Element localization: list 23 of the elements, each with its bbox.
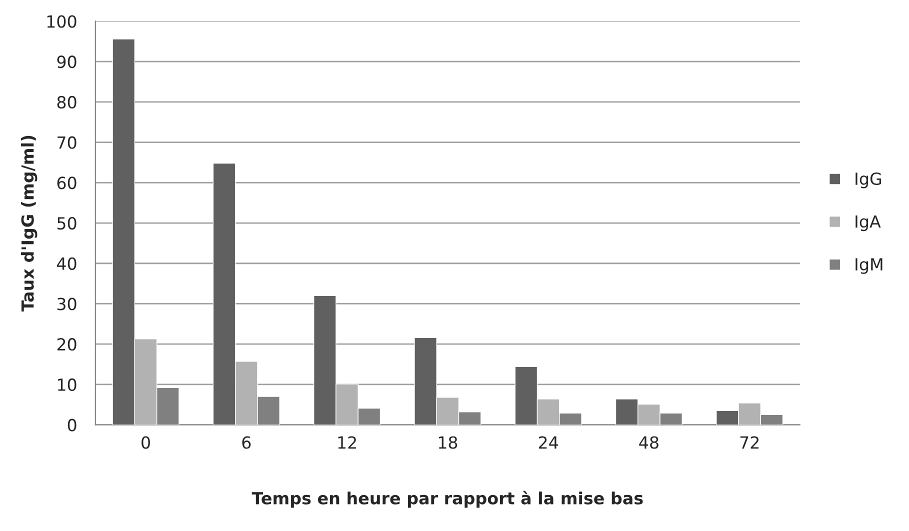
y-tick-label: 10 <box>58 378 76 392</box>
x-tick-label: 0 <box>142 436 150 449</box>
x-tick-label: 12 <box>338 436 356 449</box>
y-tick-label: 60 <box>57 176 76 190</box>
y-tick-label: 50 <box>57 216 76 230</box>
legend-label: IgA <box>856 215 881 232</box>
y-tick-label: 30 <box>57 298 76 310</box>
x-tick-label: 48 <box>639 436 658 449</box>
y-tick-label: 80 <box>57 96 76 109</box>
x-axis-title: Temps en heure par rapport à la mise bas <box>252 490 643 508</box>
x-tick-label: 24 <box>538 436 558 449</box>
y-tick-label: 100 <box>47 15 76 28</box>
x-tick-label: 18 <box>438 436 458 449</box>
legend-label: IgM <box>856 258 882 274</box>
y-tick-label: 70 <box>58 136 76 149</box>
y-axis-title: Taux d'IgG (mg/ml) <box>20 136 38 312</box>
y-tick-label: 20 <box>57 338 76 351</box>
x-tick-label: 72 <box>740 436 759 449</box>
legend-label: IgG <box>856 172 882 188</box>
y-tick-label: 0 <box>68 418 76 432</box>
x-tick-label: 6 <box>242 436 251 449</box>
y-tick-label: 90 <box>57 56 76 68</box>
y-tick-label: 40 <box>56 257 76 270</box>
